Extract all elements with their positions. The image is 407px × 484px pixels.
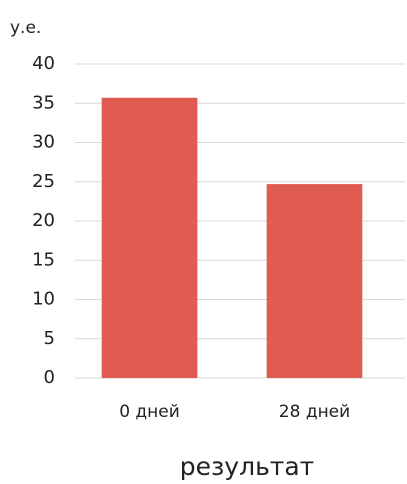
bar — [101, 97, 198, 378]
y-tick-label: 25 — [32, 171, 55, 192]
y-tick-label: 15 — [32, 249, 55, 270]
y-tick-label: 30 — [32, 132, 55, 153]
x-tick-label: 0 дней — [119, 402, 180, 422]
bar — [266, 184, 363, 378]
y-tick-label: 35 — [32, 92, 55, 113]
x-axis-label: результат — [180, 452, 315, 481]
y-tick-label: 10 — [32, 289, 55, 310]
y-axis-label: у.е. — [10, 18, 41, 38]
x-tick-label: 28 дней — [279, 402, 350, 422]
y-tick-label: 20 — [32, 210, 55, 231]
y-tick-label: 40 — [32, 53, 55, 74]
y-tick-label: 0 — [44, 367, 55, 388]
y-tick-label: 5 — [44, 328, 55, 349]
